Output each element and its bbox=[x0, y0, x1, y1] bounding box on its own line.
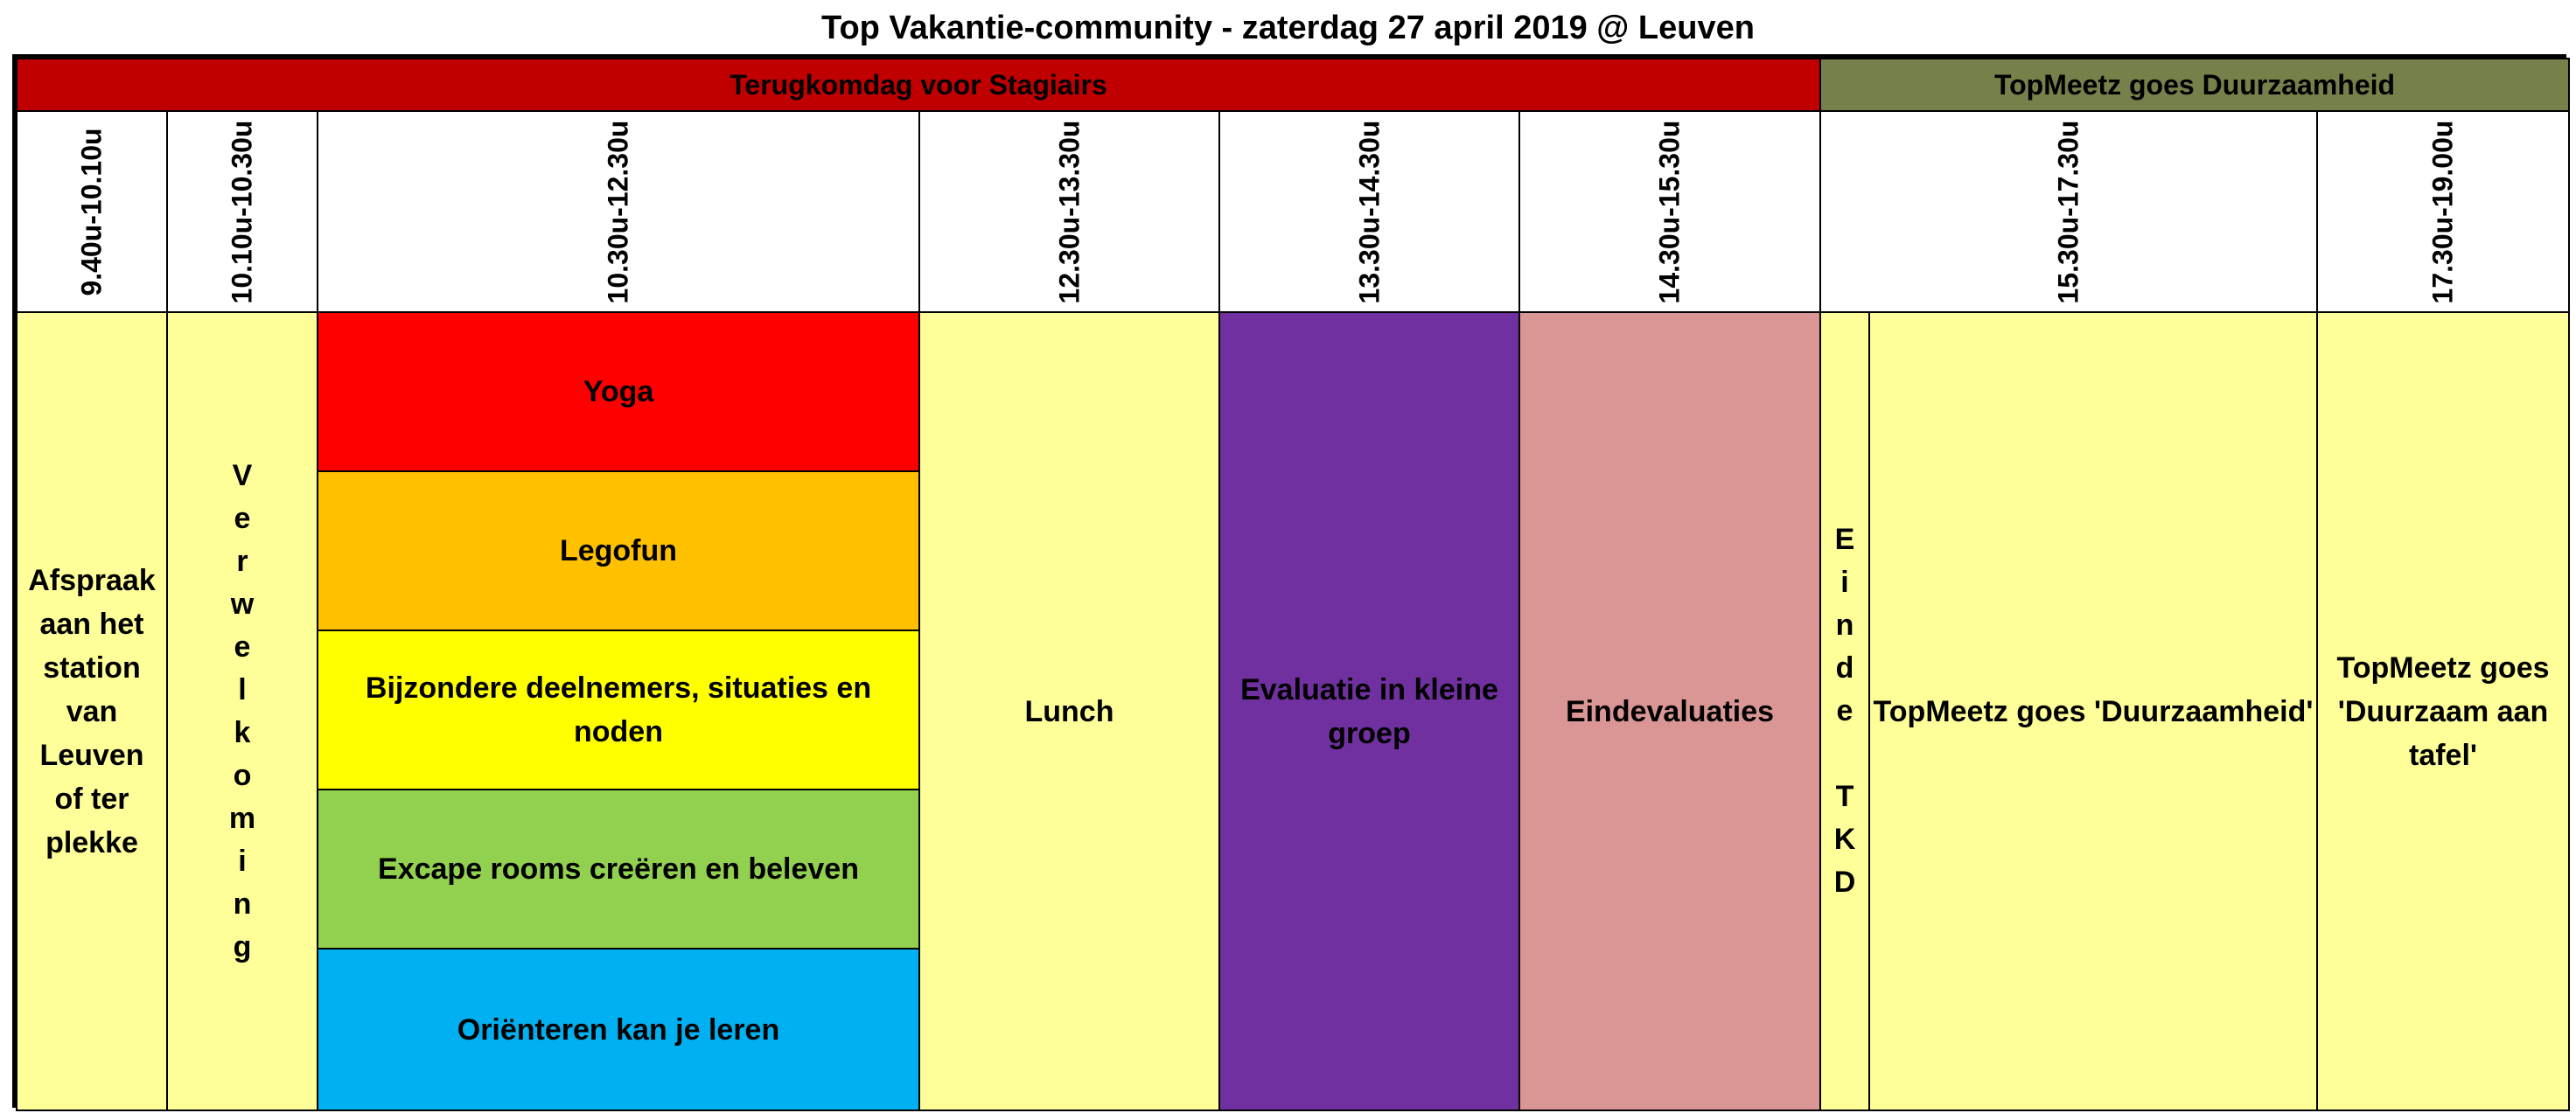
time-label: 10.30u-12.30u bbox=[602, 120, 634, 303]
topmeetz-tafel-cell: TopMeetz goes 'Duurzaam aan tafel' bbox=[2316, 311, 2570, 1111]
time-header-3: 10.30u-12.30u bbox=[317, 110, 920, 313]
workshop-excape-rooms: Excape rooms creëren en beleven bbox=[317, 789, 920, 950]
time-label: 9.40u-10.10u bbox=[75, 127, 108, 296]
time-label: 13.30u-14.30u bbox=[1353, 120, 1385, 303]
time-header-2: 10.10u-10.30u bbox=[166, 110, 318, 313]
time-header-6: 14.30u-15.30u bbox=[1518, 110, 1821, 313]
workshop-yoga: Yoga bbox=[317, 311, 920, 472]
time-label: 14.30u-15.30u bbox=[1653, 120, 1686, 303]
evaluatie-cell: Evaluatie in kleine groep bbox=[1218, 311, 1520, 1111]
time-header-8: 17.30u-19.00u bbox=[2316, 110, 2570, 313]
time-header-4: 12.30u-13.30u bbox=[918, 110, 1220, 313]
workshop-bijzondere: Bijzondere deelnemers, situaties en node… bbox=[317, 630, 920, 790]
time-header-7: 15.30u-17.30u bbox=[1819, 110, 2318, 313]
eindevaluaties-cell: Eindevaluaties bbox=[1518, 311, 1821, 1111]
band-terugkomdag: Terugkomdag voor Stagiairs bbox=[16, 58, 1821, 112]
time-label: 12.30u-13.30u bbox=[1053, 120, 1085, 303]
lunch-cell: Lunch bbox=[918, 311, 1220, 1111]
time-header-1: 9.40u-10.10u bbox=[16, 110, 168, 313]
afspraak-cell: Afspraak aan het station van Leuven of t… bbox=[16, 311, 168, 1111]
topmeetz-duurzaamheid-cell: TopMeetz goes 'Duurzaamheid' bbox=[1868, 311, 2318, 1111]
time-label: 15.30u-17.30u bbox=[2052, 120, 2084, 303]
page-title: Top Vakantie-community - zaterdag 27 apr… bbox=[821, 10, 1755, 46]
einde-tkd-cell: E i n d e T K D bbox=[1819, 311, 1870, 1111]
time-label: 10.10u-10.30u bbox=[226, 120, 258, 303]
time-label: 17.30u-19.00u bbox=[2426, 120, 2459, 303]
schedule-grid: Terugkomdag voor Stagiairs TopMeetz goes… bbox=[12, 54, 2570, 1111]
workshop-orienteren: Oriënteren kan je leren bbox=[317, 948, 920, 1111]
band-topmeetz: TopMeetz goes Duurzaamheid bbox=[1819, 58, 2570, 112]
verwelkoming-cell: V e r w e l k o m i n g bbox=[166, 311, 318, 1111]
time-header-5: 13.30u-14.30u bbox=[1218, 110, 1520, 313]
workshop-legofun: Legofun bbox=[317, 470, 920, 631]
